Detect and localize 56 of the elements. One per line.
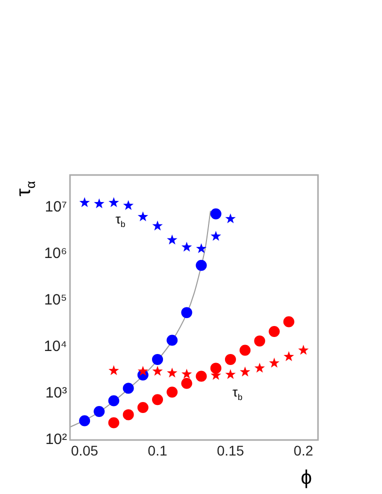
point [166, 368, 178, 378]
y-axis-title: τα [13, 180, 38, 196]
point [240, 344, 251, 356]
point [122, 382, 134, 394]
y-tick-label: 10⁶ [44, 245, 67, 262]
point [196, 260, 207, 271]
point [254, 362, 265, 373]
point [108, 197, 119, 208]
point [225, 213, 236, 224]
point [210, 230, 222, 241]
point [123, 200, 134, 210]
point [137, 402, 148, 413]
point [138, 366, 148, 376]
point [94, 198, 104, 208]
point [122, 409, 134, 420]
x-tick-label: 0.1 [148, 442, 168, 458]
point [240, 366, 250, 376]
x-tick-label: 0.2 [294, 442, 314, 458]
point [152, 354, 164, 365]
point [166, 334, 178, 346]
y-tick-label: 10⁷ [44, 198, 67, 216]
y-tick-label: 10⁵ [44, 292, 67, 309]
point [196, 243, 207, 254]
point [283, 316, 294, 328]
point [79, 197, 90, 208]
point [108, 365, 119, 376]
point [268, 326, 280, 338]
y-tick-label: 10³ [45, 384, 67, 402]
point [298, 344, 309, 355]
point [108, 395, 120, 406]
point [152, 220, 163, 230]
x-axis-title: ϕ [300, 467, 312, 489]
point [224, 354, 236, 365]
point [181, 378, 192, 389]
point [284, 351, 294, 362]
point [152, 366, 163, 376]
point [210, 362, 222, 374]
point [196, 370, 207, 382]
point [181, 307, 192, 318]
y-tick-label: 10⁴ [44, 338, 67, 356]
point [94, 406, 105, 418]
point [254, 335, 266, 346]
x-tick-label: 0.15 [216, 442, 244, 458]
x-tick-label: 0.05 [70, 442, 98, 458]
point [181, 242, 192, 252]
y-tick-label: 10² [45, 431, 67, 448]
point [225, 369, 236, 380]
point [152, 394, 164, 406]
point [269, 358, 280, 368]
point [166, 234, 178, 244]
point [181, 368, 192, 379]
point [108, 417, 120, 428]
point [79, 415, 90, 426]
point [138, 211, 148, 222]
point [210, 208, 222, 220]
point [166, 386, 178, 398]
